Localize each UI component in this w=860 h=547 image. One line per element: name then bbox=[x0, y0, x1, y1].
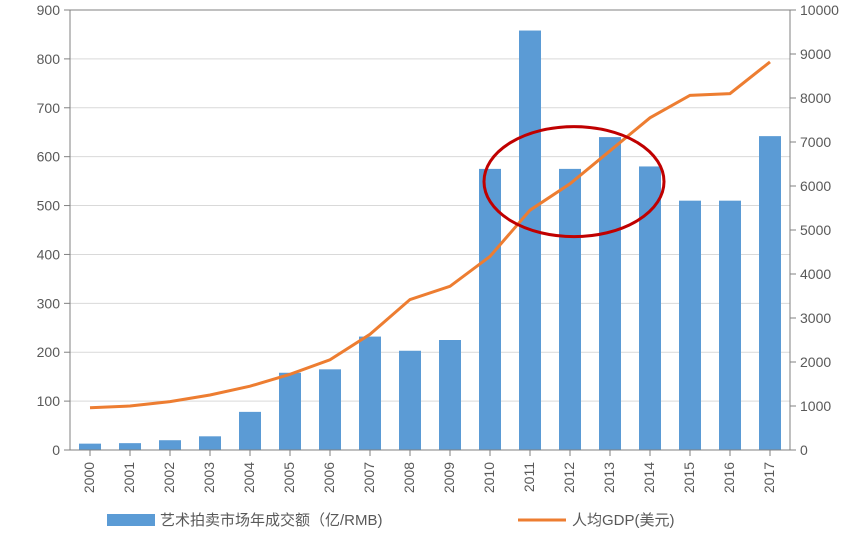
bar bbox=[199, 436, 221, 450]
y-right-label: 2000 bbox=[800, 354, 831, 370]
bar bbox=[399, 351, 421, 450]
bar bbox=[599, 137, 621, 450]
x-label: 2013 bbox=[601, 462, 617, 493]
y-left-label: 400 bbox=[37, 246, 61, 262]
bar bbox=[359, 337, 381, 450]
y-right-label: 3000 bbox=[800, 310, 831, 326]
x-label: 2009 bbox=[441, 462, 457, 493]
bar bbox=[279, 373, 301, 450]
bar bbox=[439, 340, 461, 450]
y-right-label: 10000 bbox=[800, 2, 839, 18]
bar bbox=[679, 201, 701, 450]
y-left-label: 800 bbox=[37, 51, 61, 67]
x-label: 2008 bbox=[401, 462, 417, 493]
x-label: 2006 bbox=[321, 462, 337, 493]
y-right-label: 9000 bbox=[800, 46, 831, 62]
x-label: 2010 bbox=[481, 462, 497, 493]
y-right-label: 8000 bbox=[800, 90, 831, 106]
dual-axis-bar-line-chart: 0100200300400500600700800900010002000300… bbox=[0, 0, 860, 547]
y-left-label: 600 bbox=[37, 149, 61, 165]
y-right-label: 7000 bbox=[800, 134, 831, 150]
y-left-label: 500 bbox=[37, 198, 61, 214]
legend-line-label: 人均GDP(美元) bbox=[572, 512, 675, 529]
bar bbox=[759, 136, 781, 450]
x-label: 2003 bbox=[201, 462, 217, 493]
x-label: 2015 bbox=[681, 462, 697, 493]
y-right-label: 4000 bbox=[800, 266, 831, 282]
x-label: 2005 bbox=[281, 462, 297, 493]
y-left-label: 100 bbox=[37, 393, 61, 409]
bar bbox=[239, 412, 261, 450]
y-left-label: 300 bbox=[37, 295, 61, 311]
x-label: 2016 bbox=[721, 462, 737, 493]
legend-bar-swatch bbox=[107, 514, 155, 526]
y-right-label: 0 bbox=[800, 442, 808, 458]
y-left-label: 900 bbox=[37, 2, 61, 18]
bar bbox=[559, 169, 581, 450]
gdp-line bbox=[90, 62, 770, 408]
y-left-label: 200 bbox=[37, 344, 61, 360]
y-right-label: 1000 bbox=[800, 398, 831, 414]
y-left-label: 0 bbox=[52, 442, 60, 458]
bar bbox=[79, 444, 101, 450]
bar bbox=[319, 369, 341, 450]
bar bbox=[159, 440, 181, 450]
x-label: 2017 bbox=[761, 462, 777, 493]
bar bbox=[719, 201, 741, 450]
x-label: 2002 bbox=[161, 462, 177, 493]
y-left-label: 700 bbox=[37, 100, 61, 116]
bar bbox=[519, 31, 541, 450]
x-label: 2004 bbox=[241, 462, 257, 493]
legend-bar-label: 艺术拍卖市场年成交额（亿/RMB) bbox=[160, 511, 383, 529]
x-label: 2001 bbox=[121, 462, 137, 493]
bar bbox=[119, 443, 141, 450]
x-label: 2000 bbox=[81, 462, 97, 493]
y-right-label: 5000 bbox=[800, 222, 831, 238]
x-label: 2014 bbox=[641, 462, 657, 493]
x-label: 2007 bbox=[361, 462, 377, 493]
x-label: 2012 bbox=[561, 462, 577, 493]
x-label: 2011 bbox=[521, 462, 537, 492]
y-right-label: 6000 bbox=[800, 178, 831, 194]
